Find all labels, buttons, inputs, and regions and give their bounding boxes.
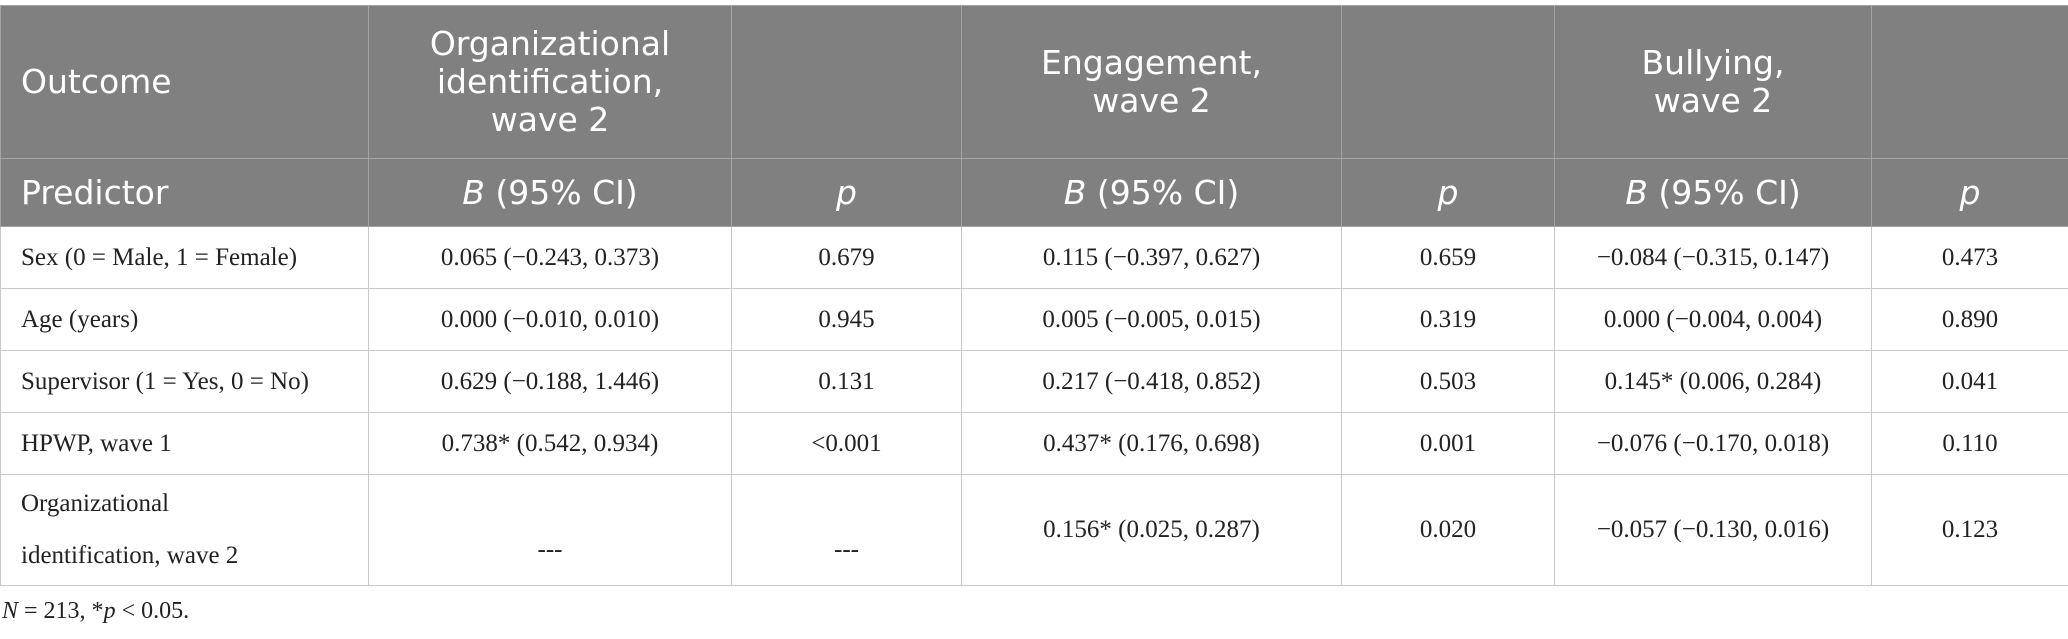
predictor-line2: identification, wave 2 (21, 542, 239, 569)
header-b-ci-org: B (95% CI) (368, 158, 732, 227)
header-outcome-org-line3: wave 2 (490, 100, 610, 139)
org-b-cell: 0.000 (−0.010, 0.010) (368, 288, 732, 351)
org-b-cell: 0.629 (−0.188, 1.446) (368, 350, 732, 413)
eng-p-cell: 0.001 (1341, 412, 1555, 475)
bul-b-cell: −0.076 (−0.170, 0.018) (1554, 412, 1872, 475)
header-row-outcome: Outcome Organizational identification, w… (0, 5, 2068, 159)
table-row: Sex (0 = Male, 1 = Female) 0.065 (−0.243… (0, 226, 2068, 289)
eng-p-cell: 0.020 (1341, 474, 1555, 586)
p-symbol: p (1437, 172, 1459, 212)
eng-b-cell: 0.437* (0.176, 0.698) (961, 412, 1342, 475)
ci-label: (95% CI) (1647, 172, 1801, 212)
predictor-cell: HPWP, wave 1 (0, 412, 369, 475)
ci-label: (95% CI) (484, 172, 638, 212)
eng-b-cell: 0.217 (−0.418, 0.852) (961, 350, 1342, 413)
predictor-line1: Organizational (21, 490, 170, 517)
p-symbol: p (836, 172, 857, 212)
ci-label: (95% CI) (1086, 172, 1240, 212)
p-symbol: p (1959, 172, 1981, 212)
b-symbol: B (462, 172, 485, 212)
bul-b-cell: −0.057 (−0.130, 0.016) (1554, 474, 1872, 586)
header-outcome-empty-2 (1341, 5, 1555, 159)
org-p-cell: --- (731, 474, 962, 586)
org-b-cell: --- (368, 474, 732, 586)
bul-b-cell: −0.084 (−0.315, 0.147) (1554, 226, 1872, 289)
bul-p-cell: 0.473 (1871, 226, 2068, 289)
table-footnote: N = 213, *p < 0.05. (2, 598, 189, 625)
bul-p-cell: 0.123 (1871, 474, 2068, 586)
org-p-cell: 0.131 (731, 350, 962, 413)
header-outcome-eng-line1: Engagement, (1041, 43, 1262, 82)
header-outcome-bul-line1: Bullying, (1641, 43, 1785, 82)
b-symbol: B (1625, 172, 1648, 212)
bul-b-cell: 0.145* (0.006, 0.284) (1554, 350, 1872, 413)
eng-p-cell: 0.659 (1341, 226, 1555, 289)
predictor-cell: Sex (0 = Male, 1 = Female) (0, 226, 369, 289)
footnote-n-value: = 213, * (18, 598, 104, 624)
eng-p-cell: 0.503 (1341, 350, 1555, 413)
predictor-cell: Organizational identification, wave 2 (0, 474, 369, 586)
org-p-dash: --- (834, 536, 859, 563)
table-row: Age (years) 0.000 (−0.010, 0.010) 0.945 … (0, 288, 2068, 351)
header-outcome-empty-1 (731, 5, 962, 159)
header-b-ci-eng: B (95% CI) (961, 158, 1342, 227)
eng-p-cell: 0.319 (1341, 288, 1555, 351)
org-p-cell: 0.679 (731, 226, 962, 289)
predictor-cell: Supervisor (1 = Yes, 0 = No) (0, 350, 369, 413)
header-outcome-org-identification: Organizational identification, wave 2 (368, 5, 732, 159)
table-row: Supervisor (1 = Yes, 0 = No) 0.629 (−0.1… (0, 350, 2068, 413)
predictor-cell: Age (years) (0, 288, 369, 351)
header-outcome-eng-line2: wave 2 (1092, 81, 1211, 120)
org-p-cell: 0.945 (731, 288, 962, 351)
header-outcome-bullying: Bullying, wave 2 (1554, 5, 1872, 159)
footnote-p: p (103, 598, 116, 624)
bul-b-cell: 0.000 (−0.004, 0.004) (1554, 288, 1872, 351)
org-b-cell: 0.738* (0.542, 0.934) (368, 412, 732, 475)
header-outcome-bul-line2: wave 2 (1653, 81, 1773, 120)
footnote-p-threshold: < 0.05. (115, 598, 190, 624)
regression-table: Outcome Organizational identification, w… (0, 5, 2068, 586)
bul-p-cell: 0.890 (1871, 288, 2068, 351)
bul-p-cell: 0.110 (1871, 412, 2068, 475)
header-predictor-label: Predictor (0, 158, 369, 227)
header-row-predictor: Predictor B (95% CI) p B (95% CI) p B (9… (0, 158, 2068, 227)
header-outcome-empty-3 (1871, 5, 2068, 159)
b-symbol: B (1063, 172, 1087, 212)
eng-b-cell: 0.005 (−0.005, 0.015) (961, 288, 1342, 351)
header-p-bul: p (1871, 158, 2068, 227)
bul-p-cell: 0.041 (1871, 350, 2068, 413)
eng-b-cell: 0.115 (−0.397, 0.627) (961, 226, 1342, 289)
header-p-org: p (731, 158, 962, 227)
org-b-cell: 0.065 (−0.243, 0.373) (368, 226, 732, 289)
footnote-n: N (2, 598, 19, 624)
org-p-cell: <0.001 (731, 412, 962, 475)
header-b-ci-bul: B (95% CI) (1554, 158, 1872, 227)
header-outcome-label: Outcome (0, 5, 369, 159)
header-outcome-engagement: Engagement, wave 2 (961, 5, 1342, 159)
eng-b-cell: 0.156* (0.025, 0.287) (961, 474, 1342, 586)
header-outcome-org-line2: identification, (436, 62, 664, 101)
header-outcome-org-line1: Organizational (429, 24, 671, 63)
table-row: Organizational identification, wave 2 --… (0, 474, 2068, 586)
header-p-eng: p (1341, 158, 1555, 227)
org-b-dash: --- (537, 536, 563, 563)
table-row: HPWP, wave 1 0.738* (0.542, 0.934) <0.00… (0, 412, 2068, 475)
